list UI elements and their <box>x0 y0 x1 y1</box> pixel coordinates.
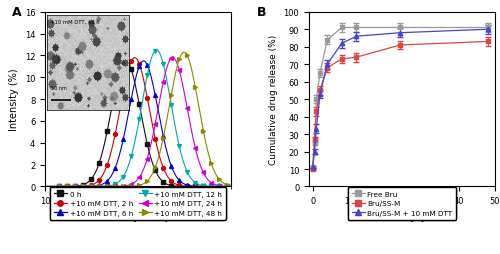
Legend: 0 h, +10 mM DTT, 2 h, +10 mM DTT, 6 h, +10 mM DTT, 12 h, +10 mM DTT, 24 h, +10 m: 0 h, +10 mM DTT, 2 h, +10 mM DTT, 6 h, +… <box>50 187 226 220</box>
X-axis label: Size (d·nm): Size (d·nm) <box>106 211 170 221</box>
Text: A: A <box>12 6 21 19</box>
Text: B: B <box>257 6 266 19</box>
Legend: Free Bru, Bru/SS-M, Bru/SS-M + 10 mM DTT: Free Bru, Bru/SS-M, Bru/SS-M + 10 mM DTT <box>348 187 456 220</box>
Y-axis label: Cumulative drug release (%): Cumulative drug release (%) <box>269 35 278 165</box>
X-axis label: Time (h): Time (h) <box>379 211 425 221</box>
Y-axis label: Intensity (%): Intensity (%) <box>9 69 19 131</box>
